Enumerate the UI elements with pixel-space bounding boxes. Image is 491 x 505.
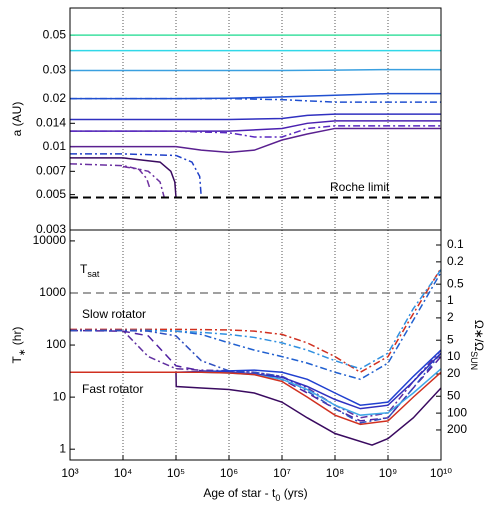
series-line	[70, 125, 441, 138]
plot-frame	[69, 229, 442, 461]
annotation: Tsat	[80, 262, 100, 279]
x-tick-label: 10³	[61, 466, 78, 480]
y-tick-label: 0.05	[43, 27, 67, 41]
y-tick-label: 0.01	[43, 139, 67, 153]
x-axis-label-after: (yrs)	[280, 486, 307, 500]
annotation: Roche limit	[330, 180, 390, 194]
series-line	[70, 371, 442, 426]
series-line	[70, 92, 441, 100]
annotation-text: Slow rotator	[82, 307, 146, 321]
series-line	[70, 329, 442, 424]
y-tick-label: 1000	[39, 285, 66, 299]
series-line	[70, 97, 441, 103]
x-axis-label-text: Age of star - t	[203, 486, 276, 500]
series-line	[70, 271, 442, 381]
annotation: Slow rotator	[82, 307, 146, 321]
series-line	[70, 127, 441, 154]
y2-axis-label-text: Ω∗/Ω	[472, 320, 486, 351]
series-line	[70, 269, 442, 370]
x-tick-label: 10⁴	[114, 466, 133, 480]
y-tick-label: 0.005	[36, 187, 66, 201]
x-tick-label: 10⁸	[326, 466, 344, 480]
annotation-text: T	[80, 262, 88, 276]
y2-tick-label: 0.5	[447, 276, 464, 290]
series-line	[70, 349, 442, 406]
series-line	[122, 165, 151, 189]
x-tick-label: 10⁵	[167, 466, 185, 480]
series-line	[70, 157, 177, 198]
y2-axis-label-sub: SUN	[469, 351, 479, 370]
y-tick-label: 10000	[33, 233, 67, 247]
x-axis-label-sub: 0	[275, 493, 280, 503]
y2-tick-label: 0.2	[447, 254, 464, 268]
y-tick-label: 0.03	[43, 63, 67, 77]
annotation-text: Roche limit	[330, 180, 390, 194]
x-tick-label: 10⁹	[379, 466, 398, 480]
y2-tick-label: 100	[447, 405, 467, 419]
x-axis-label: Age of star - t0 (yrs)	[203, 486, 307, 503]
y2-tick-label: 2	[447, 310, 454, 324]
y2-tick-label: 50	[447, 388, 461, 402]
series-line	[70, 352, 442, 410]
y-axis-label-after: (hr)	[10, 327, 24, 349]
y-tick-label: 0.02	[43, 91, 67, 105]
series-line	[70, 153, 203, 198]
y2-tick-label: 5	[447, 332, 454, 346]
y2-tick-label: 10	[447, 349, 461, 363]
y-tick-label: 10	[53, 389, 67, 403]
series-line	[70, 113, 441, 121]
annotation-sub: sat	[87, 269, 100, 279]
y-axis-label: a (AU)	[10, 102, 24, 137]
annotation: Fast rotator	[82, 382, 143, 396]
series-line	[69, 163, 165, 198]
y2-tick-label: 0.1	[447, 237, 464, 251]
y2-axis-label: Ω∗/ΩSUN	[469, 320, 486, 370]
y-tick-label: 100	[46, 337, 66, 351]
y-axis-label-sub: ∗	[17, 349, 27, 357]
series-line	[70, 68, 441, 72]
x-tick-label: 10¹⁰	[430, 466, 452, 480]
x-tick-label: 10⁶	[220, 466, 238, 480]
y2-tick-label: 200	[447, 422, 467, 436]
y-axis-label: T∗ (hr)	[10, 327, 27, 364]
y2-tick-label: 20	[447, 366, 461, 380]
y2-tick-label: 1	[447, 293, 454, 307]
series-line	[70, 371, 442, 446]
annotation-text: Fast rotator	[82, 382, 143, 396]
y-tick-label: 0.014	[36, 115, 66, 129]
y-tick-label: 0.003	[36, 222, 66, 236]
x-tick-label: 10⁷	[273, 466, 291, 480]
y-tick-label: 1	[59, 441, 66, 455]
y-tick-label: 0.007	[36, 163, 66, 177]
series-line	[70, 267, 442, 374]
y-axis-label-text: T	[10, 355, 24, 363]
